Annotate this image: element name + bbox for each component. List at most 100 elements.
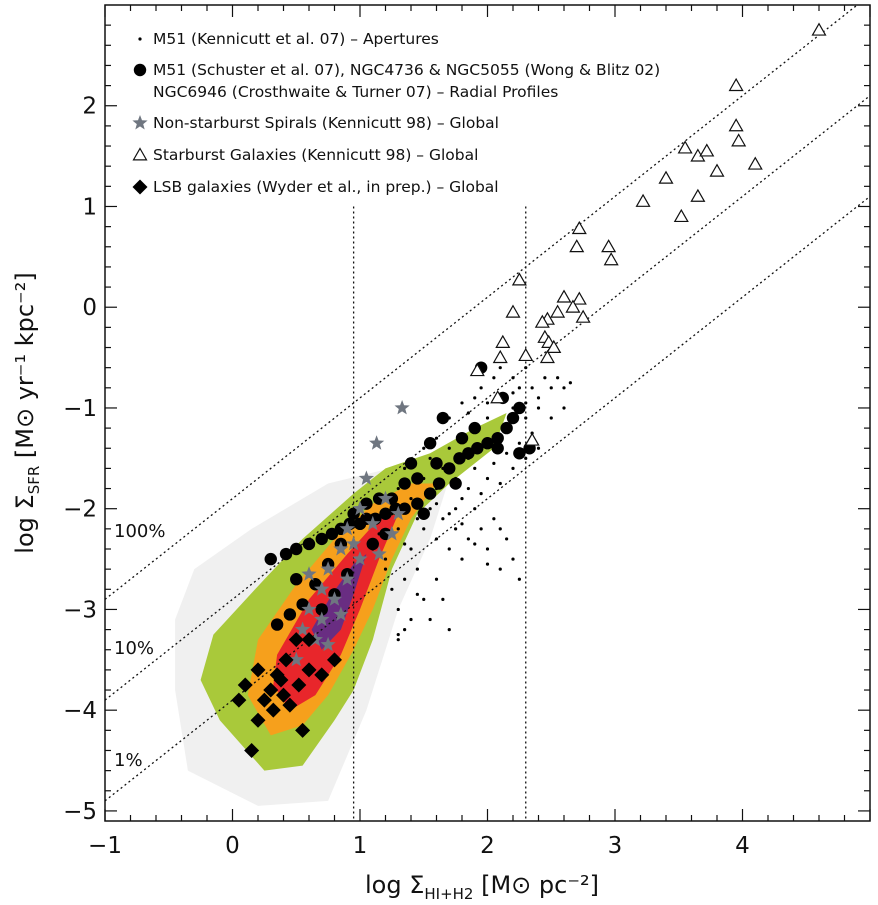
dot-point-0-67 (434, 577, 439, 581)
dot-point-0-32 (536, 406, 541, 410)
dot-point-0-33 (549, 416, 553, 420)
circle-point-0-31 (398, 477, 411, 490)
y-tick-label: −4 (63, 698, 97, 724)
legend-marker-0 (138, 37, 142, 41)
dot-point-0-58 (517, 577, 521, 581)
triangle-point-0-28 (469, 362, 485, 377)
dot-point-0-62 (403, 577, 407, 581)
dot-point-0-7 (447, 446, 451, 450)
x-axis-title-sub: HI+H2 (424, 885, 473, 903)
y-tick-label: −1 (63, 396, 97, 422)
dot-point-0-93 (447, 512, 451, 516)
dot-point-0-52 (479, 527, 483, 531)
dot-point-0-96 (485, 562, 490, 566)
star-point-0-12 (314, 581, 330, 596)
circle-point-0-2 (290, 542, 303, 556)
dot-point-0-25 (536, 396, 541, 400)
star-point-0-15 (314, 611, 330, 626)
diamond-point-0-12 (282, 697, 298, 713)
y-axis-title: log ΣSFR [M⊙ yr⁻¹ kpc⁻²] (11, 272, 43, 553)
circle-point-0-17 (443, 462, 456, 475)
star-point-0-0 (394, 400, 410, 415)
dot-point-0-98 (396, 633, 400, 637)
triangle-point-0-34 (524, 432, 540, 446)
x-tick-label: 1 (353, 833, 368, 859)
star-point-0-23 (384, 525, 400, 541)
dot-point-0-54 (492, 517, 496, 521)
diamond-point-0-7 (256, 692, 272, 708)
dot-point-0-85 (536, 446, 541, 450)
diamond-point-0-17 (273, 672, 289, 688)
circle-point-0-22 (491, 431, 504, 445)
x-tick-label: 0 (225, 833, 240, 859)
triangle-point-0-15 (601, 239, 617, 253)
dot-point-0-65 (422, 597, 426, 601)
efficiency-line-2 (105, 195, 870, 802)
y-axis-title-prefix: log Σ (11, 494, 39, 553)
dot-point-0-18 (517, 386, 521, 390)
star-point-0-7 (346, 536, 362, 551)
dot-point-0-101 (524, 401, 528, 405)
dot-point-0-92 (434, 502, 439, 506)
triangle-point-0-8 (709, 163, 725, 177)
circle-point-0-25 (513, 401, 526, 415)
y-axis-title-unit: [M⊙ yr⁻¹ kpc⁻²] (11, 272, 39, 465)
dot-point-0-45 (434, 537, 439, 541)
star-point-0-3 (377, 490, 394, 506)
star-point-0-22 (371, 546, 387, 561)
x-tick-label: 4 (735, 833, 750, 859)
efficiency-label-0: 100% (114, 521, 165, 542)
dot-point-0-40 (434, 436, 439, 440)
triangle-point-0-14 (569, 239, 585, 253)
circle-point-0-40 (283, 608, 297, 621)
dot-point-0-51 (473, 507, 477, 511)
legend-label-3: Non-starburst Spirals (Kennicutt 98) – G… (153, 114, 499, 132)
dot-point-0-87 (396, 527, 400, 531)
dot-point-0-83 (524, 456, 528, 460)
dot-point-0-78 (492, 461, 496, 465)
diamond-point-0-13 (301, 662, 317, 678)
dot-point-0-57 (511, 557, 515, 561)
triangle-point-0-5 (677, 140, 693, 154)
circle-point-0-42 (290, 573, 303, 586)
circle-point-0-11 (379, 507, 392, 520)
circle-point-0-55 (417, 507, 430, 520)
triangle-point-0-4 (747, 156, 763, 170)
dot-point-0-2 (409, 497, 413, 501)
dot-point-0-60 (390, 587, 394, 591)
circle-point-0-14 (411, 497, 424, 510)
triangle-point-0-3 (731, 133, 747, 147)
circle-point-0-54 (315, 603, 328, 616)
triangle-point-0-27 (492, 349, 508, 364)
circle-point-0-56 (404, 457, 418, 470)
dot-point-0-102 (511, 391, 515, 395)
dot-point-0-49 (460, 557, 464, 561)
circle-point-0-27 (436, 411, 450, 425)
circle-point-0-15 (423, 487, 437, 500)
circle-point-0-24 (506, 411, 520, 425)
dot-point-0-75 (473, 466, 477, 471)
star-point-0-18 (320, 636, 336, 652)
star-point-0-1 (369, 435, 385, 450)
star-point-0-5 (339, 520, 355, 536)
dot-point-0-48 (454, 527, 458, 531)
diamond-point-0-4 (276, 687, 291, 703)
dot-point-0-64 (396, 638, 400, 642)
dot-point-0-20 (479, 386, 483, 390)
dot-point-0-81 (511, 466, 515, 471)
dot-point-0-46 (441, 517, 445, 521)
triangle-point-0-13 (571, 220, 587, 235)
star-point-0-21 (390, 505, 406, 521)
dot-point-0-79 (498, 481, 502, 486)
x-tick-label: −1 (88, 833, 122, 859)
star-point-0-20 (288, 651, 304, 667)
star-point-0-8 (333, 541, 349, 556)
triangle-point-0-20 (575, 309, 591, 323)
axis-ticks: −1 0 1 2 3 4 −5 −4 −3 −2 −1 0 1 2 (63, 5, 871, 859)
triangle-point-0-21 (550, 304, 566, 318)
triangle-point-0-1 (728, 77, 744, 92)
efficiency-labels: 100% 10% 1% (114, 521, 165, 771)
dot-point-0-29 (562, 386, 566, 390)
dot-point-0-70 (409, 547, 413, 551)
